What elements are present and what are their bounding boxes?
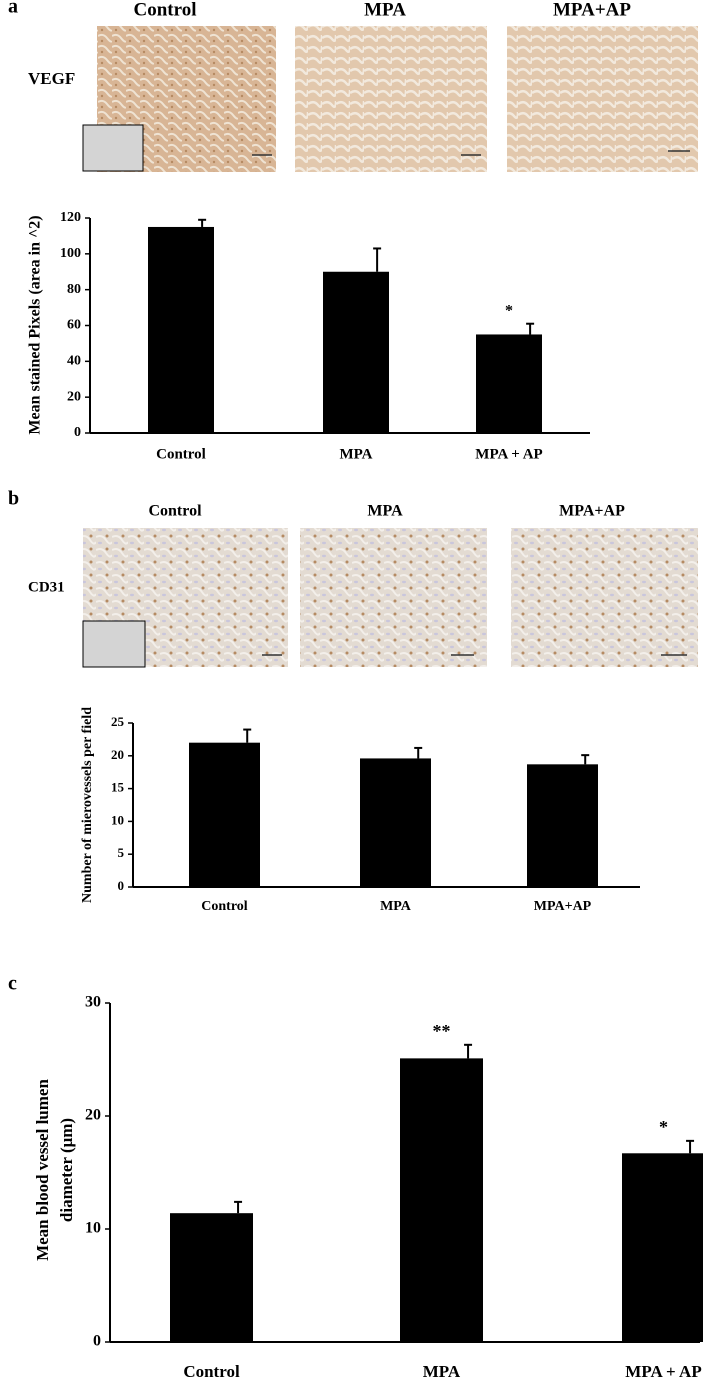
significance: * (505, 302, 513, 319)
micrograph-images (82, 26, 698, 668)
bar (323, 271, 389, 433)
bar (476, 334, 542, 433)
y-tick-label: 15 (111, 780, 125, 795)
x-tick-label: MPA+AP (534, 899, 592, 914)
bar (400, 1058, 483, 1342)
micrograph (295, 26, 487, 172)
image-header: MPA (367, 503, 403, 520)
y-tick-label: 40 (67, 354, 81, 369)
image-header: MPA+AP (559, 503, 625, 520)
y-axis-label: Number of mierovessels per field (80, 707, 95, 903)
x-tick-label: MPA (380, 899, 412, 914)
y-tick-label: 80 (67, 282, 81, 297)
y-tick-label: 30 (85, 994, 101, 1011)
y-tick-label: 20 (85, 1107, 101, 1124)
inset (82, 620, 146, 668)
micrograph (511, 528, 698, 667)
significance: ** (433, 1021, 451, 1041)
y-tick-label: 25 (111, 714, 125, 729)
x-tick-label: MPA (423, 1362, 461, 1381)
y-axis-label: Mean blood vessel lumen (33, 1079, 52, 1261)
y-tick-label: 120 (60, 210, 81, 225)
y-tick-label: 100 (60, 246, 81, 261)
significance: * (659, 1117, 668, 1137)
y-tick-label: 10 (85, 1220, 101, 1237)
panel-label: b (8, 488, 19, 510)
bar (148, 226, 214, 433)
image-header: MPA+AP (553, 0, 631, 20)
image-header: Control (134, 0, 197, 20)
bar (527, 764, 598, 887)
y-tick-label: 60 (67, 318, 81, 333)
x-tick-label: Control (156, 446, 206, 462)
micrograph (507, 26, 698, 172)
y-tick-label: 10 (111, 812, 124, 827)
y-axis-label: Mean stained Pixels (area in ^2) (27, 215, 44, 434)
bar (360, 758, 431, 887)
bar (189, 742, 260, 887)
x-tick-label: MPA + AP (625, 1362, 701, 1381)
panel-label: c (8, 973, 17, 995)
y-tick-label: 0 (118, 878, 125, 893)
inset (82, 124, 144, 172)
y-tick-label: 0 (74, 425, 81, 440)
y-tick-label: 20 (111, 747, 124, 762)
x-tick-label: Control (183, 1362, 240, 1381)
micrograph (300, 528, 487, 667)
bar (622, 1153, 703, 1342)
x-tick-label: Control (201, 899, 248, 914)
x-tick-label: MPA + AP (475, 446, 542, 462)
y-tick-label: 5 (118, 845, 125, 860)
image-header: MPA (364, 0, 406, 20)
y-tick-label: 20 (67, 389, 81, 404)
panel-label: a (8, 0, 18, 18)
y-axis-label: diameter (μm) (57, 1118, 76, 1222)
stain-label: CD31 (28, 579, 65, 595)
x-tick-label: MPA (339, 446, 372, 462)
bar (170, 1213, 253, 1342)
stain-label: VEGF (28, 69, 75, 88)
y-tick-label: 0 (93, 1333, 101, 1350)
image-header: Control (148, 503, 202, 520)
